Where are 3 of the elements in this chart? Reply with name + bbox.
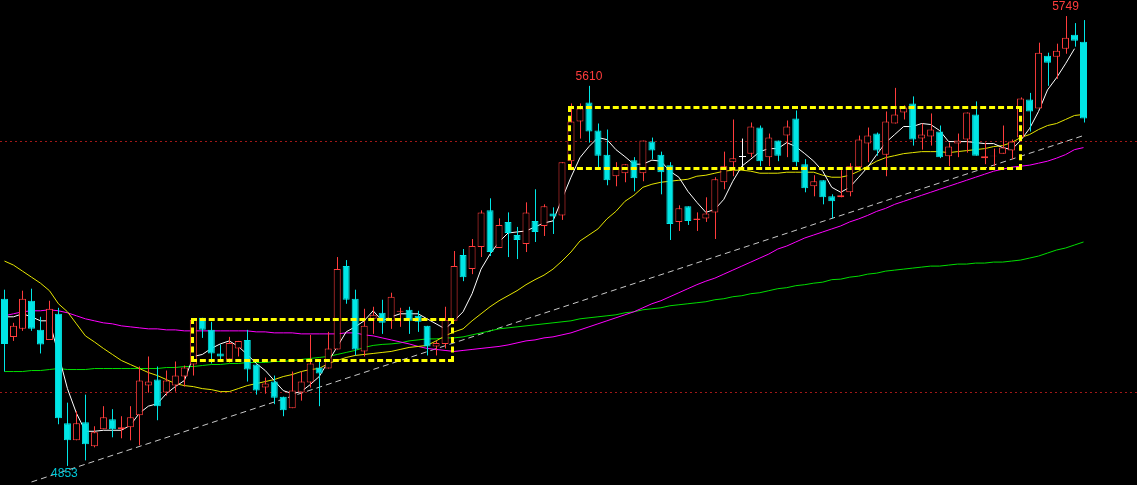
annotation: 5610 <box>575 69 603 84</box>
annotation: 4853 <box>51 466 79 481</box>
annotation: 5749 <box>1052 0 1080 14</box>
